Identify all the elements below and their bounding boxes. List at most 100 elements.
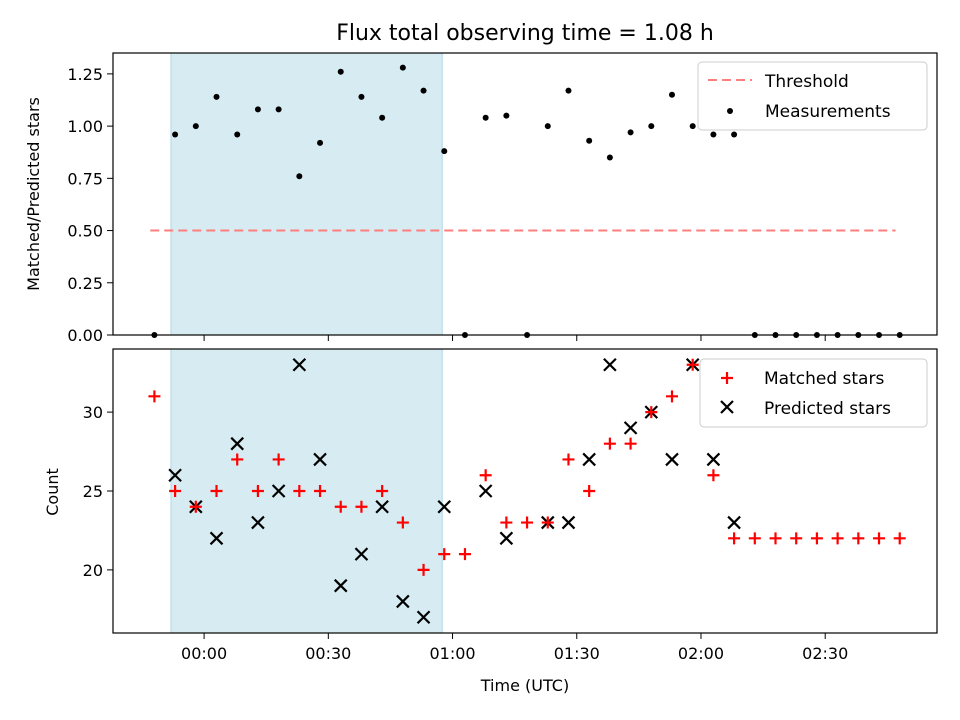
ratio-shaded-region <box>170 52 443 336</box>
matched-star-point <box>376 485 389 497</box>
measurement-point <box>254 106 261 113</box>
measurement-point <box>689 123 696 130</box>
count-legend: Matched stars Predicted stars <box>699 358 928 428</box>
measurement-point <box>358 93 365 100</box>
ratio-y-tick-label: 0.50 <box>67 222 103 241</box>
matched-star-point <box>417 563 430 576</box>
measurement-point <box>379 114 386 121</box>
matched-star-point <box>707 469 720 482</box>
count-y-tick-label: 30 <box>83 403 103 422</box>
ratio-panel: Flux total observing time = 1.08 h Match… <box>24 21 938 345</box>
count-y-tick-label: 25 <box>83 482 103 501</box>
predicted-star-point <box>416 610 431 624</box>
matched-star-point <box>665 390 678 403</box>
ratio-y-axis-label: Matched/Predicted stars <box>24 97 43 291</box>
predicted-star-point <box>230 436 244 451</box>
predicted-star-point <box>354 547 369 561</box>
matched-star-point <box>562 453 575 466</box>
matched-star-point <box>396 516 409 529</box>
measurement-point <box>441 148 448 155</box>
predicted-star-point <box>396 594 410 609</box>
legend-measurements-label: Measurements <box>765 102 891 122</box>
matched-star-point <box>231 453 244 466</box>
ratio-legend: Threshold Measurements <box>697 61 928 131</box>
measurement-point <box>503 112 510 119</box>
measurement-point <box>275 106 282 113</box>
matched-star-point <box>438 548 451 561</box>
predicted-star-point <box>665 452 679 467</box>
matched-star-point <box>272 453 285 466</box>
measurement-point <box>627 129 634 136</box>
measurement-point <box>565 87 572 94</box>
matched-star-point <box>500 516 513 529</box>
legend-threshold-label: Threshold <box>764 72 849 92</box>
predicted-star-point <box>271 484 286 498</box>
matched-star-point <box>251 485 264 497</box>
predicted-star-point <box>623 421 638 435</box>
measurement-point <box>482 114 489 121</box>
ratio-y-tick-label: 0.25 <box>67 274 103 293</box>
matched-star-point <box>873 532 886 545</box>
matched-star-point <box>893 532 906 545</box>
matched-star-point <box>852 532 865 545</box>
matched-star-point <box>583 485 596 497</box>
chart-title: Flux total observing time = 1.08 h <box>336 21 714 46</box>
ratio-y-tick-label: 1.25 <box>67 65 103 84</box>
matched-star-point <box>748 532 761 545</box>
legend-measurements-swatch <box>727 108 733 114</box>
predicted-star-point <box>375 500 389 514</box>
predicted-star-point <box>727 515 741 530</box>
ratio-y-tick-label: 0.00 <box>67 326 103 345</box>
predicted-star-point <box>603 358 617 372</box>
measurement-point <box>337 68 344 75</box>
measurement-point <box>399 64 406 71</box>
legend-matched-label: Matched stars <box>764 369 884 389</box>
time-x-tick-label: 01:00 <box>429 644 475 663</box>
legend-matched-swatch <box>721 372 733 384</box>
predicted-star-point <box>333 578 348 593</box>
matched-star-point <box>603 437 616 450</box>
matched-star-point <box>686 358 699 371</box>
measurement-point <box>420 87 427 94</box>
time-x-tick-label: 02:00 <box>678 644 724 663</box>
measurement-point <box>213 93 220 100</box>
predicted-star-point <box>168 468 182 482</box>
predicted-star-point <box>209 531 224 546</box>
predicted-star-point <box>313 452 327 467</box>
measurement-point <box>648 123 655 130</box>
matched-star-point <box>769 532 782 545</box>
predicted-star-point <box>582 452 596 467</box>
measurement-point <box>172 131 179 138</box>
matched-star-point <box>355 500 368 513</box>
matched-star-point <box>624 437 637 450</box>
time-x-tick-label: 01:30 <box>554 644 600 663</box>
count-legend-box <box>699 358 928 428</box>
measurement-point <box>710 131 717 138</box>
predicted-star-point <box>437 500 452 514</box>
matched-star-point <box>334 500 347 513</box>
predicted-star-point <box>478 484 493 498</box>
count-y-axis-label: Count <box>43 468 62 516</box>
measurement-point <box>317 139 324 146</box>
matched-star-point <box>521 516 534 529</box>
matched-star-point <box>831 532 844 545</box>
predicted-star-point <box>251 515 265 530</box>
time-x-tick-label: 00:30 <box>305 644 351 663</box>
measurement-point <box>296 173 303 180</box>
predicted-star-point <box>706 452 721 467</box>
matched-star-point <box>790 532 803 545</box>
matched-star-point <box>314 485 327 497</box>
measurement-point <box>586 137 593 144</box>
count-panel: Count Time (UTC) 20 25 30 00:00 00:30 01:00 01… <box>43 348 938 695</box>
predicted-star-point <box>561 515 576 530</box>
time-x-axis-label: Time (UTC) <box>480 676 569 695</box>
measurement-point <box>234 131 241 138</box>
ratio-y-tick-label: 0.75 <box>67 169 103 188</box>
matched-star-point <box>210 485 223 497</box>
count-y-tick-label: 20 <box>83 561 103 580</box>
matched-star-point <box>728 532 741 545</box>
measurement-point <box>192 123 199 130</box>
ratio-legend-box <box>697 61 928 131</box>
matched-star-point <box>810 532 823 545</box>
